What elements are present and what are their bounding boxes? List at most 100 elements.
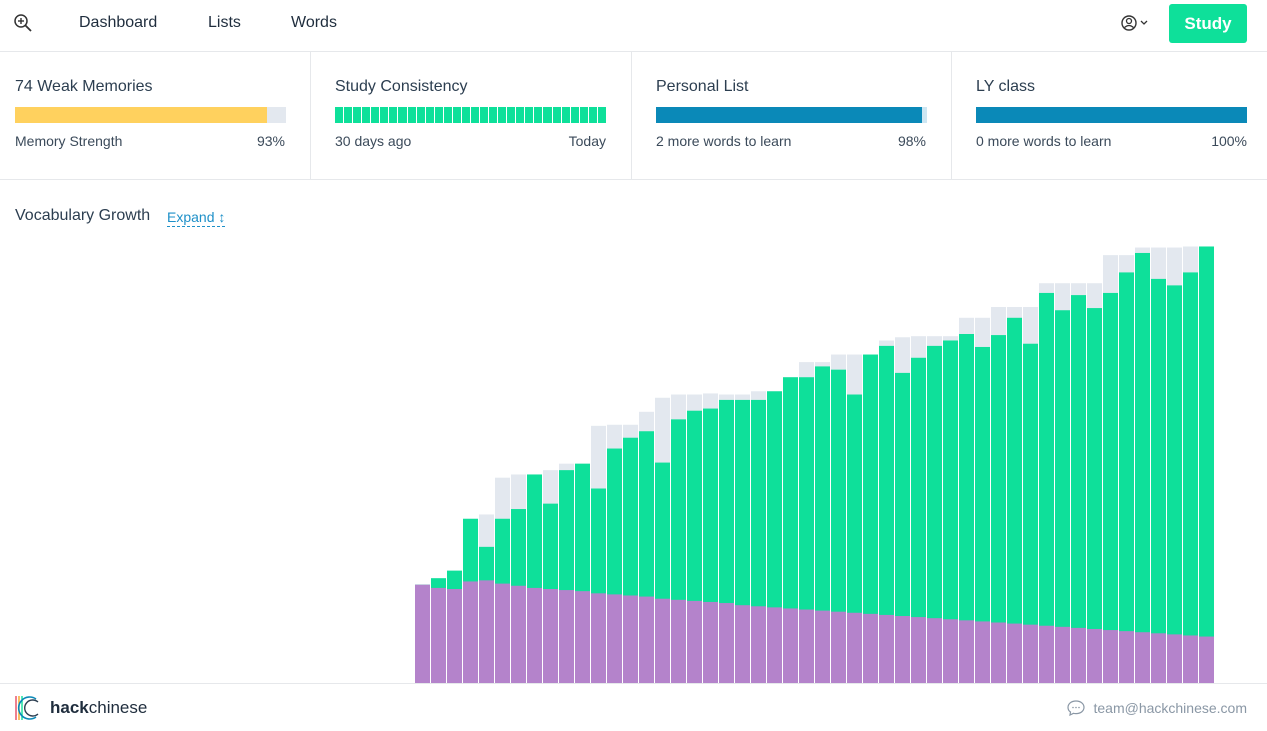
contact-email-text: team@hackchinese.com (1093, 700, 1247, 716)
bar-weak (991, 622, 1006, 683)
bar-known (1055, 310, 1070, 683)
bar-weak (719, 603, 734, 683)
ly-class-value: 100% (1211, 133, 1247, 149)
bar-known (847, 394, 862, 683)
consistency-day-segment (353, 107, 362, 123)
consistency-day-segment (516, 107, 525, 123)
bar-weak (959, 620, 974, 683)
bar-weak (639, 596, 654, 683)
hackchinese-logo[interactable]: hackchinese (14, 693, 147, 723)
consistency-day-segment (344, 107, 353, 123)
bar-known (975, 346, 990, 683)
bar-known (879, 345, 894, 683)
bar-weak (815, 610, 830, 683)
consistency-day-segment (489, 107, 498, 123)
bar-weak (799, 609, 814, 683)
user-icon[interactable] (1120, 13, 1152, 33)
study-button[interactable]: Study (1169, 4, 1247, 43)
consistency-day-segment (389, 107, 398, 123)
bar-known (783, 377, 798, 683)
consistency-day-segment (434, 107, 443, 123)
ly-class-bar (976, 107, 1247, 123)
personal-list-label: 2 more words to learn (656, 133, 792, 149)
consistency-day-segment (470, 107, 479, 123)
bar-known (1183, 272, 1198, 683)
bar-known (1023, 343, 1038, 683)
bar-weak (847, 612, 862, 683)
top-nav: Dashboard Lists Words Study (0, 0, 1267, 52)
ly-class-title: LY class (976, 78, 1035, 95)
bar-weak (975, 621, 990, 683)
bar-known (863, 354, 878, 683)
consistency-day-segment (552, 107, 561, 123)
bar-weak (495, 583, 510, 683)
consistency-day-segment (407, 107, 416, 123)
personal-list-card[interactable]: Personal List 2 more words to learn 98% (632, 52, 952, 179)
study-consistency-title: Study Consistency (335, 78, 468, 95)
personal-list-bar (656, 107, 927, 123)
bar-known (1087, 308, 1102, 683)
consistency-day-segment (561, 107, 570, 123)
personal-list-title: Personal List (656, 78, 749, 95)
vocabulary-growth-title: Vocabulary Growth (15, 207, 151, 224)
bar-weak (767, 607, 782, 683)
bar-weak (431, 587, 446, 683)
zoom-in-icon[interactable] (13, 13, 33, 33)
bar-weak (943, 619, 958, 683)
bar-weak (1119, 631, 1134, 683)
logo-mark-icon (15, 696, 39, 720)
bar-weak (783, 608, 798, 683)
contact-email[interactable]: team@hackchinese.com (1067, 700, 1247, 716)
bar-weak (543, 588, 558, 683)
bar-weak (1087, 628, 1102, 683)
memory-strength-bar (15, 107, 286, 123)
bar-weak (1023, 624, 1038, 683)
personal-list-fill (656, 107, 922, 123)
bar-known (959, 334, 974, 683)
bar-weak (911, 617, 926, 683)
nav-words[interactable]: Words (291, 14, 337, 31)
chat-icon (1067, 700, 1086, 716)
bar-weak (1103, 630, 1118, 683)
nav-lists[interactable]: Lists (208, 14, 241, 31)
bar-weak (655, 598, 670, 683)
consistency-day-segment (362, 107, 371, 123)
bar-weak (415, 584, 430, 683)
bar-weak (687, 600, 702, 683)
consistency-day-segment (371, 107, 380, 123)
stats-panel: 74 Weak Memories Memory Strength 93% Stu… (0, 52, 1267, 180)
bar-known (943, 340, 958, 683)
bar-known (1119, 272, 1134, 683)
bar-weak (1055, 626, 1070, 683)
footer: hackchinese team@hackchinese.com (0, 683, 1267, 731)
bar-weak (927, 618, 942, 683)
bar-known (927, 345, 942, 683)
consistency-day-segment (380, 107, 389, 123)
ly-class-card[interactable]: LY class 0 more words to learn 100% (952, 52, 1267, 179)
bar-weak (735, 605, 750, 683)
bar-weak (1007, 623, 1022, 683)
consistency-day-segment (543, 107, 552, 123)
bar-known (911, 357, 926, 683)
bar-weak (751, 606, 766, 683)
study-consistency-card[interactable]: Study Consistency 30 days ago Today (311, 52, 632, 179)
nav-dashboard[interactable]: Dashboard (79, 14, 158, 31)
bar-weak (479, 580, 494, 683)
consistency-day-segment (480, 107, 489, 123)
expand-link[interactable]: Expand ↕ (167, 209, 226, 227)
bar-weak (447, 588, 462, 683)
bar-weak (623, 595, 638, 683)
bar-weak (863, 613, 878, 683)
bar-known (1103, 292, 1118, 683)
bar-known (831, 369, 846, 683)
personal-list-value: 98% (897, 133, 926, 149)
consistency-start-label: 30 days ago (335, 133, 412, 149)
bar-weak (559, 590, 574, 683)
bar-known (1199, 246, 1214, 683)
expand-label: Expand (167, 209, 215, 225)
bar-weak (1167, 634, 1182, 683)
bar-weak (1039, 625, 1054, 683)
bar-known (1007, 317, 1022, 683)
weak-memories-card[interactable]: 74 Weak Memories Memory Strength 93% (0, 52, 311, 179)
bar-weak (1183, 635, 1198, 683)
